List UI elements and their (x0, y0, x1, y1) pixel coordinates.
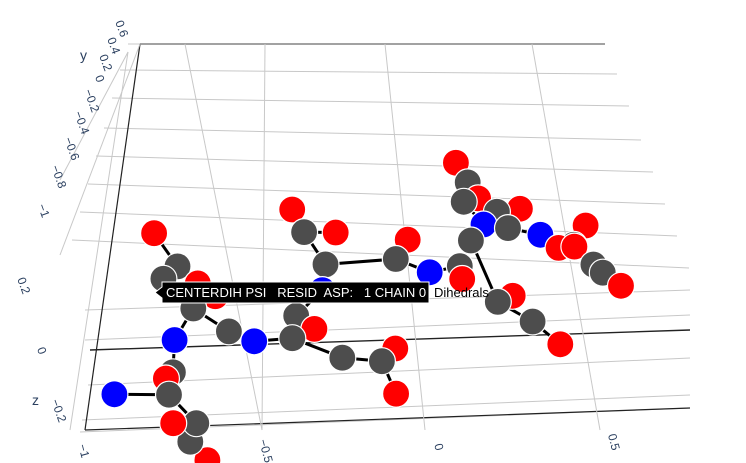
atom-oxygen[interactable] (159, 409, 188, 438)
z-tick-label: 0 (34, 345, 50, 356)
atom-carbon[interactable] (290, 218, 319, 247)
grid-line-y (103, 127, 642, 141)
y-tick-label: −0.6 (61, 135, 82, 162)
atom-nitrogen[interactable] (415, 258, 444, 287)
atom-oxygen[interactable] (546, 330, 575, 359)
z-tick-label: −0.2 (48, 397, 69, 424)
atom-carbon[interactable] (214, 317, 243, 346)
atom-carbon[interactable] (449, 187, 478, 216)
axis-edge-left-back (69, 51, 129, 431)
hover-series-name: Dihedrals (434, 285, 489, 300)
atom-oxygen[interactable] (448, 264, 477, 294)
grid-line-x (184, 43, 263, 431)
grid-line-y (87, 183, 666, 205)
atom-carbon[interactable] (483, 287, 512, 316)
atom-carbon[interactable] (493, 214, 523, 243)
hover-label: CENTERDIH PSI RESID ASP: 1 CHAIN 0 (166, 285, 426, 300)
atom-oxygen[interactable] (278, 195, 307, 224)
y-tick-label: 0 (92, 73, 108, 84)
atom-nitrogen[interactable] (100, 380, 129, 409)
grid-line-back (59, 51, 129, 181)
x-tick-label: 0 (431, 442, 446, 452)
x-tick-label: −1 (75, 443, 92, 460)
atom-carbon[interactable] (456, 226, 485, 255)
y-tick-label: 0.6 (112, 18, 131, 39)
z-axis-title: z (32, 392, 39, 408)
atom-carbon[interactable] (328, 343, 357, 372)
atom-nitrogen[interactable] (160, 325, 189, 355)
atom-oxygen[interactable] (606, 271, 636, 300)
grid-line-y (119, 69, 618, 75)
atom-carbon[interactable] (311, 250, 340, 279)
y-tick-label: 0.4 (104, 35, 123, 56)
atom-carbon[interactable] (154, 380, 184, 409)
y-axis-title: y (80, 47, 87, 63)
y-tick-label: 0.2 (96, 52, 115, 73)
grid-line-y (95, 155, 654, 173)
atom-carbon[interactable] (381, 244, 410, 274)
atom-nitrogen[interactable] (240, 327, 269, 356)
atom-oxygen[interactable] (321, 218, 350, 247)
grid-line-back (59, 43, 141, 256)
x-tick-label: −0.5 (256, 438, 276, 463)
atom-carbon[interactable] (367, 347, 396, 376)
grid-line-y (111, 97, 630, 107)
axis-edge-left (84, 43, 141, 431)
grid-line-x (261, 43, 266, 431)
atoms-layer[interactable] (100, 148, 636, 463)
hover-tooltip: CENTERDIH PSI RESID ASP: 1 CHAIN 0 Dihed… (154, 281, 489, 304)
atom-carbon[interactable] (278, 324, 307, 353)
atom-carbon[interactable] (518, 307, 547, 336)
x-tick-label: 0.5 (605, 432, 623, 452)
atom-oxygen[interactable] (140, 219, 169, 248)
z-tick-label: 0.2 (14, 275, 33, 296)
y-tick-label: −1 (35, 202, 53, 220)
atom-oxygen[interactable] (382, 379, 411, 408)
atom-oxygen[interactable] (560, 232, 589, 261)
hover-box (154, 281, 430, 304)
